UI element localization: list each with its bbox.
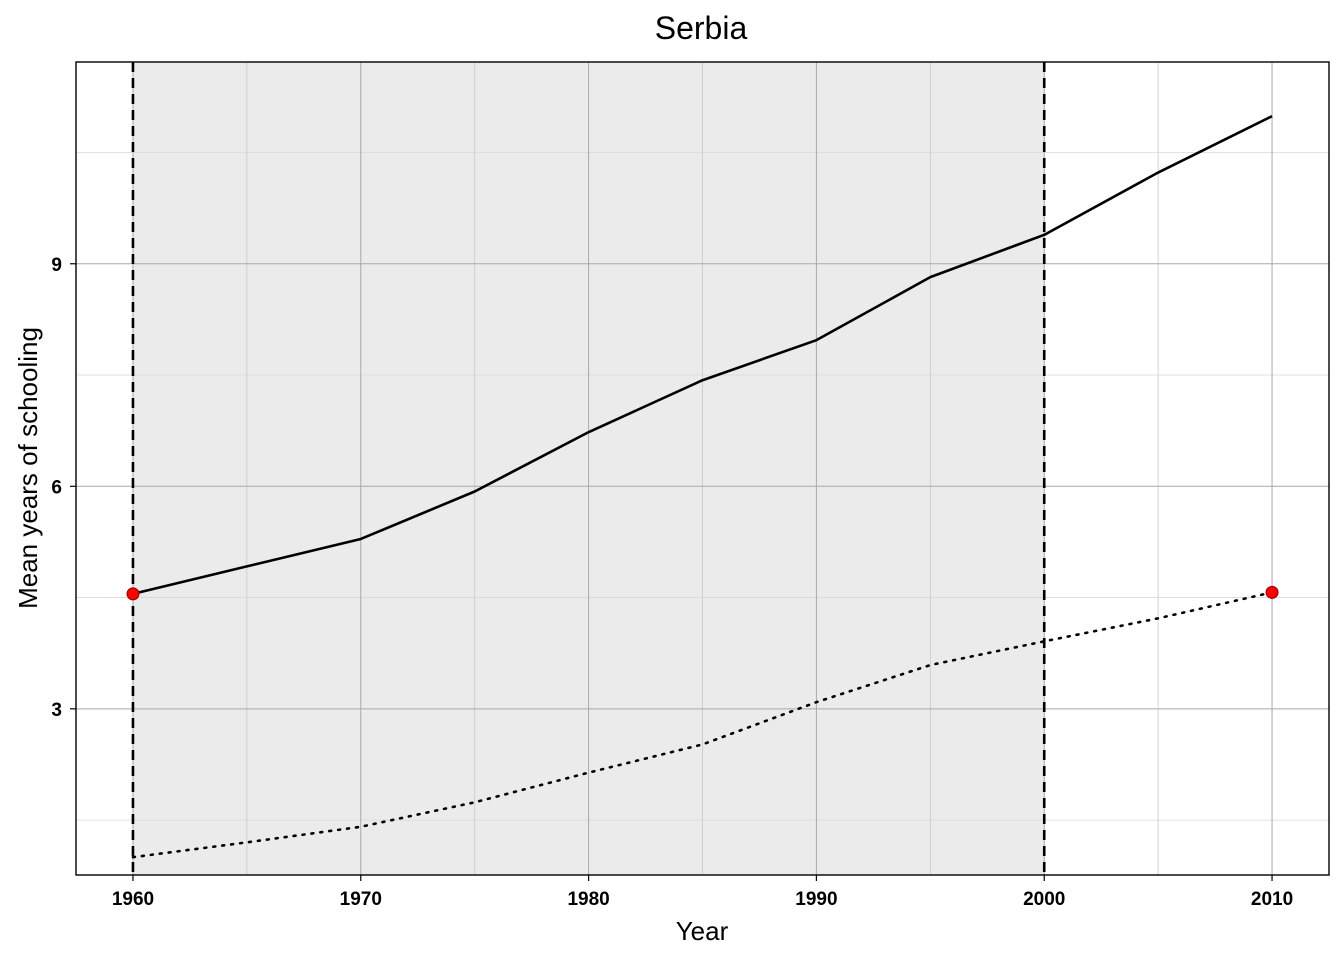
highlight-point	[1265, 585, 1279, 599]
x-axis: 1960 1970 1980 1990 2000 2010	[112, 875, 1293, 910]
x-tick-label: 1960	[112, 889, 154, 910]
y-axis: 3 6 9	[51, 255, 76, 721]
x-tick-label: 2000	[1023, 889, 1065, 910]
x-tick-label: 2010	[1251, 889, 1293, 910]
y-axis-title: Mean years of schooling	[13, 327, 43, 609]
plot-area	[75, 61, 1330, 876]
highlight-point	[126, 587, 140, 601]
y-tick-label: 3	[51, 700, 62, 721]
dotted-series-line	[131, 591, 1274, 859]
x-tick-label: 1980	[567, 889, 609, 910]
chart-title: Serbia	[655, 10, 748, 46]
y-tick-label: 9	[51, 255, 62, 276]
y-tick-label: 6	[51, 477, 62, 498]
solid-series-line	[132, 114, 1273, 596]
x-tick-label: 1970	[340, 889, 382, 910]
plot-border	[75, 61, 1330, 876]
x-axis-title: Year	[676, 916, 729, 946]
x-tick-label: 1990	[795, 889, 837, 910]
